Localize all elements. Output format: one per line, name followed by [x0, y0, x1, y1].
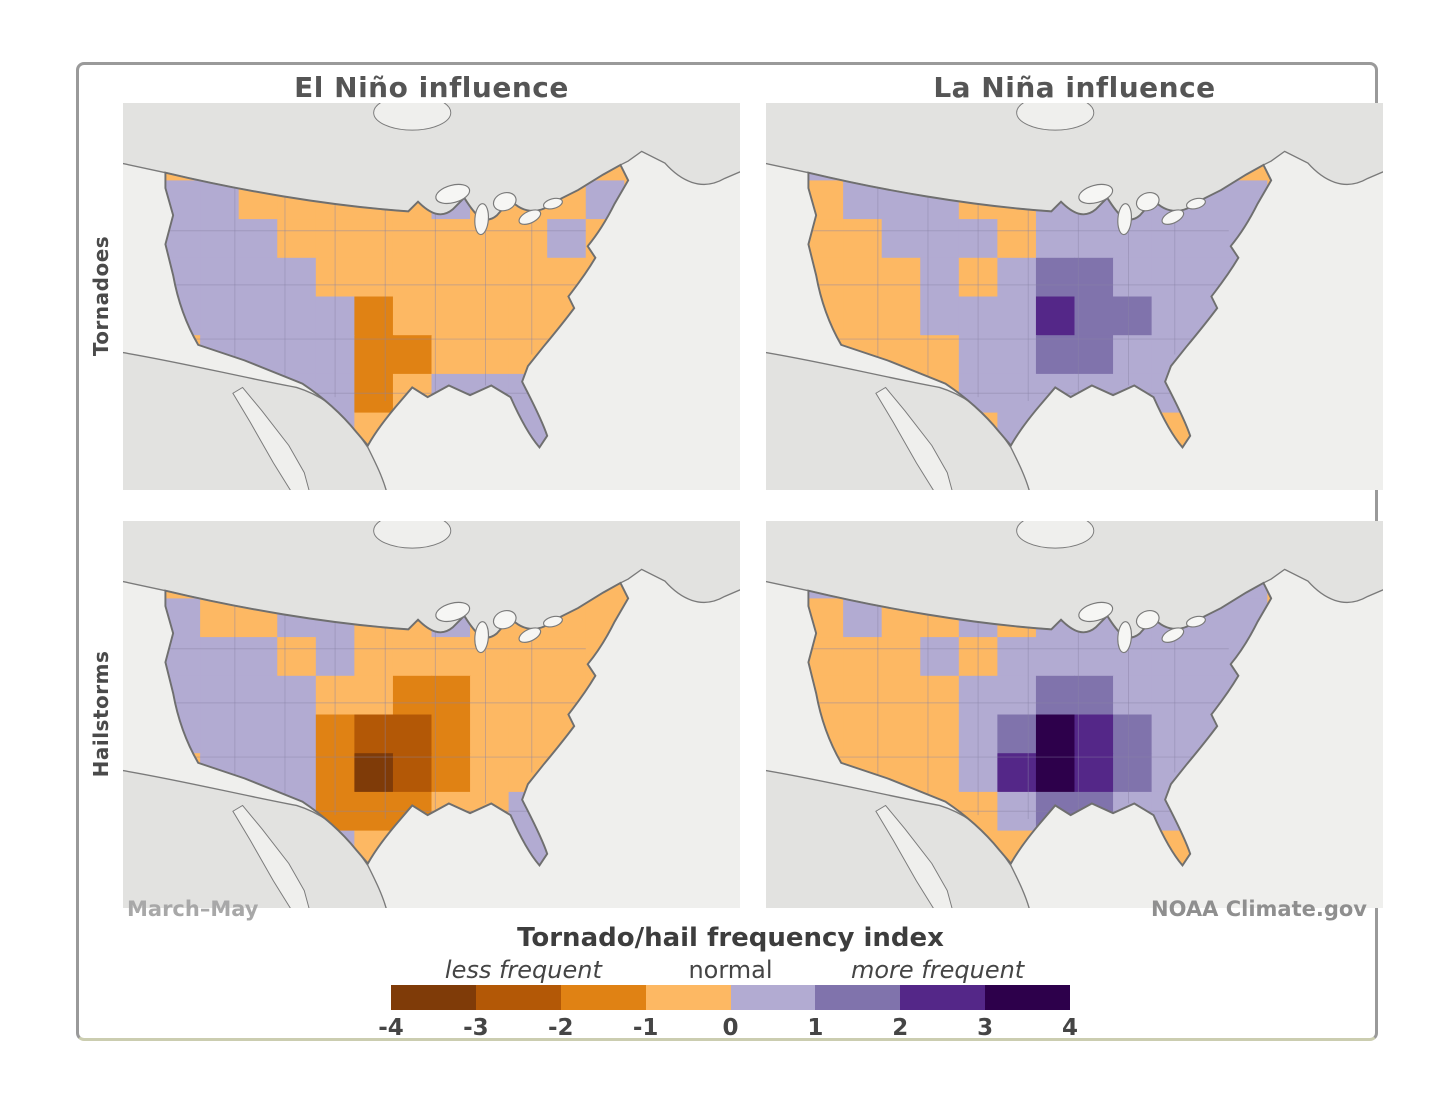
- row-label-hailstorms: Hailstorms: [89, 650, 113, 778]
- colorbar-swatch: [985, 985, 1070, 1010]
- colorbar-swatch: [560, 985, 646, 1010]
- legend-less-frequent-label: less frequent: [444, 956, 602, 984]
- colorbar-tick: 3: [977, 1015, 994, 1041]
- colorbar: [391, 985, 1070, 1010]
- figure-frame: El Niño influence La Niña influence Torn…: [76, 62, 1383, 1041]
- colorbar-swatch: [900, 985, 986, 1010]
- season-label: March–May: [127, 897, 259, 921]
- colorbar-tick: -2: [547, 1015, 574, 1041]
- map-la-nina-tornadoes: [766, 103, 1383, 490]
- colorbar-swatch: [475, 985, 561, 1010]
- colorbar-tick: 4: [1061, 1015, 1079, 1041]
- us-map-canvas: [766, 103, 1383, 490]
- colorbar-tick: -3: [463, 1015, 489, 1041]
- legend-more-frequent-label: more frequent: [850, 956, 1025, 984]
- colorbar-tick: 1: [807, 1015, 824, 1041]
- us-map-canvas: [766, 521, 1383, 908]
- frequency-index-legend: Tornado/hail frequency index less freque…: [378, 923, 1078, 1041]
- colorbar-swatch: [645, 985, 731, 1010]
- colorbar-ticks: -4 -3 -2 -1 0 1 2 3 4: [378, 1015, 1078, 1041]
- colorbar-tick: -1: [632, 1015, 659, 1041]
- us-map-canvas: [123, 103, 740, 490]
- colorbar-tick: 2: [892, 1015, 909, 1041]
- column-title-el-nino: El Niño influence: [294, 71, 569, 104]
- us-map-canvas: [123, 521, 740, 908]
- column-title-la-nina: La Niña influence: [933, 71, 1216, 104]
- legend-normal-label: normal: [688, 956, 773, 984]
- colorbar-swatch: [391, 985, 476, 1010]
- legend-qualifiers: less frequent normal more frequent: [391, 956, 1070, 984]
- map-la-nina-hailstorms: [766, 521, 1383, 908]
- row-label-tornadoes: Tornadoes: [89, 235, 113, 357]
- legend-title: Tornado/hail frequency index: [517, 923, 944, 953]
- colorbar-swatch: [730, 985, 816, 1010]
- colorbar-tick: 0: [722, 1015, 739, 1041]
- colorbar-swatch: [815, 985, 901, 1010]
- map-el-nino-tornadoes: [123, 103, 740, 490]
- map-el-nino-hailstorms: [123, 521, 740, 908]
- colorbar-tick: -4: [378, 1015, 404, 1041]
- attribution-label: NOAA Climate.gov: [1151, 897, 1367, 921]
